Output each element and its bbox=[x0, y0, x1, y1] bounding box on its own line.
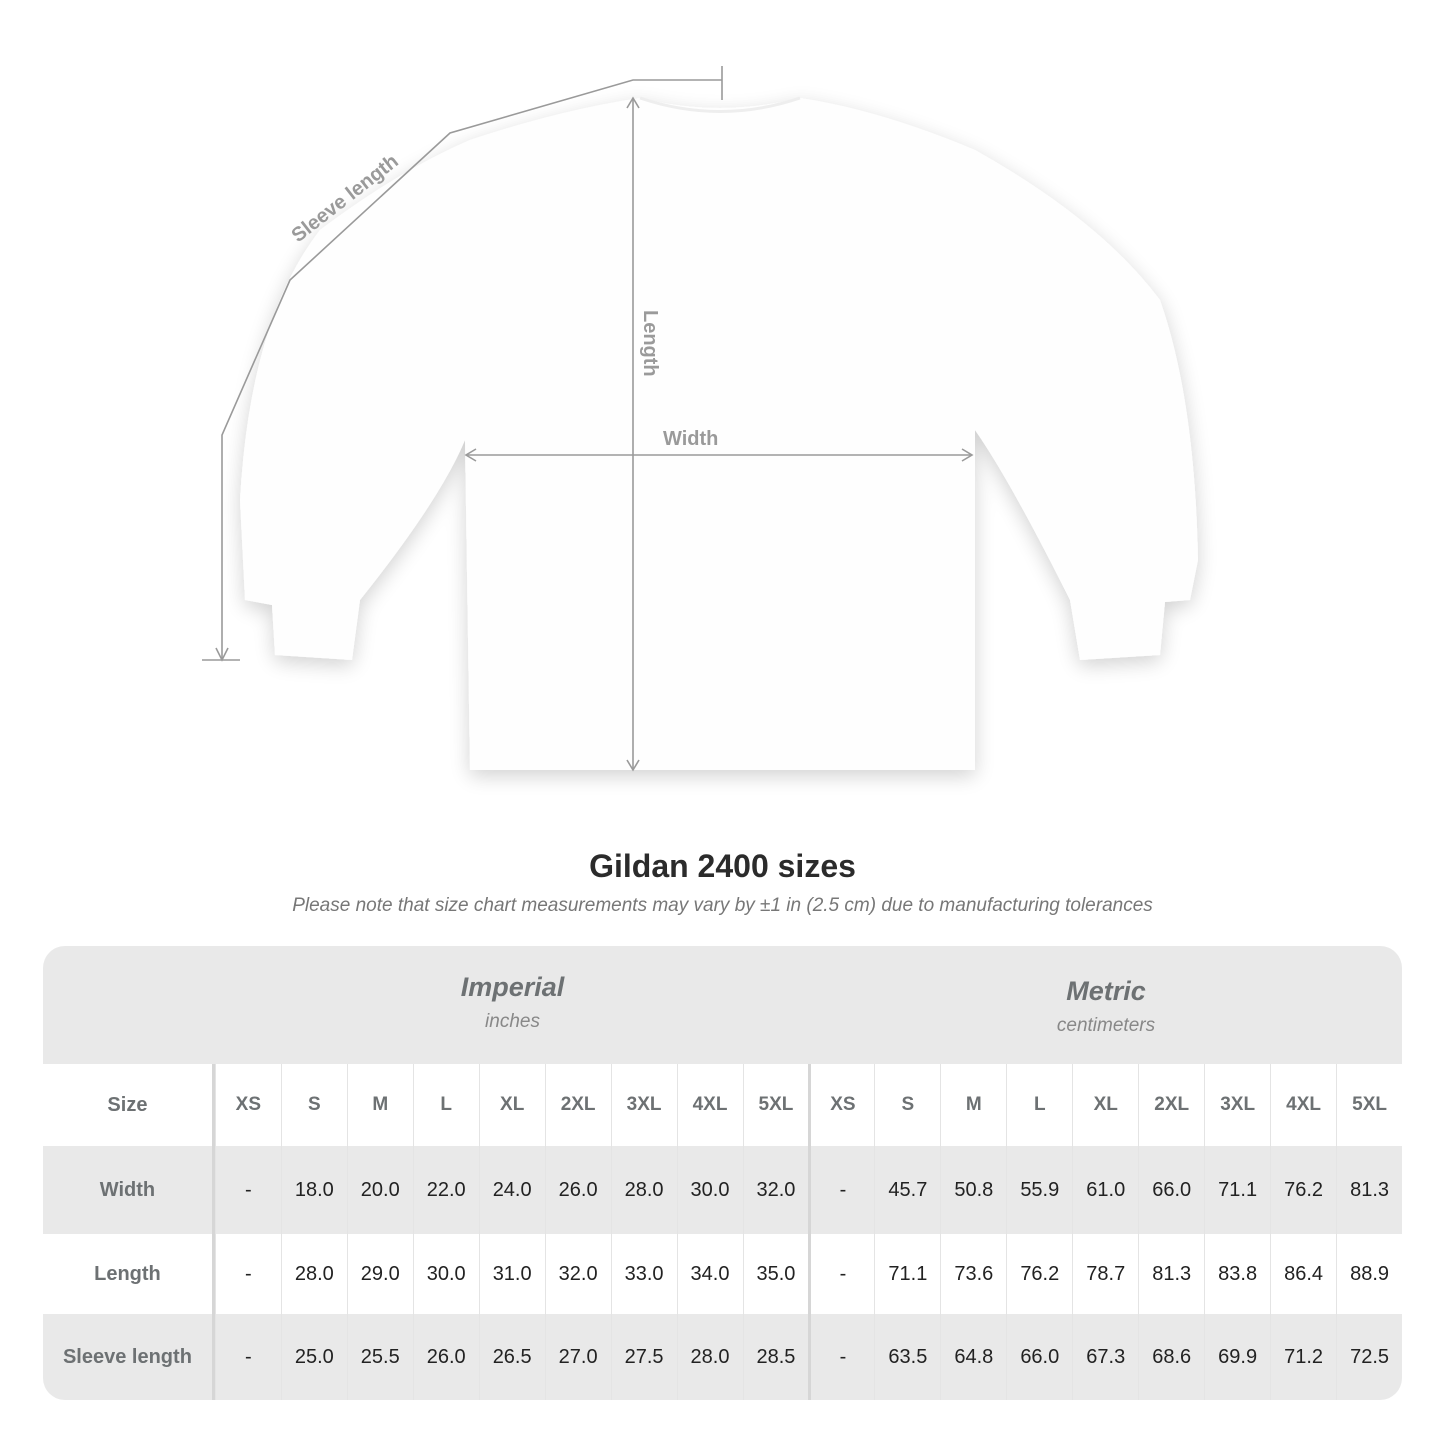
shirt-illustration bbox=[240, 98, 1198, 770]
metric-value-cell: 76.2 bbox=[1270, 1146, 1336, 1234]
imperial-value-cell: 25.0 bbox=[280, 1314, 347, 1400]
metric-value-cell: 67.3 bbox=[1072, 1314, 1138, 1400]
metric-value-cell: 63.5 bbox=[874, 1314, 940, 1400]
metric-value-cell: 45.7 bbox=[874, 1146, 940, 1234]
imperial-value-cell: 28.0 bbox=[280, 1234, 347, 1314]
imperial-value-cell: 32.0 bbox=[742, 1146, 809, 1234]
size-header-metric: M bbox=[940, 1064, 1006, 1146]
size-header-imperial: XS bbox=[214, 1064, 281, 1146]
metric-value-cell: 78.7 bbox=[1072, 1234, 1138, 1314]
size-header-metric: XL bbox=[1072, 1064, 1138, 1146]
metric-value-cell: 64.8 bbox=[940, 1314, 1006, 1400]
imperial-value-cell: 29.0 bbox=[346, 1234, 413, 1314]
imperial-header: Imperial inches bbox=[215, 946, 810, 1064]
imperial-value-cell: 31.0 bbox=[478, 1234, 545, 1314]
imperial-value-cell: - bbox=[214, 1146, 281, 1234]
metric-value-cell: 61.0 bbox=[1072, 1146, 1138, 1234]
imperial-value-cell: 34.0 bbox=[676, 1234, 743, 1314]
metric-value-cell: 72.5 bbox=[1336, 1314, 1402, 1400]
size-header-imperial: S bbox=[280, 1064, 347, 1146]
metric-value-cell: 88.9 bbox=[1336, 1234, 1402, 1314]
metric-value-cell: - bbox=[808, 1146, 874, 1234]
tolerance-note: Please note that size chart measurements… bbox=[292, 895, 1153, 916]
metric-value-cell: 71.1 bbox=[874, 1234, 940, 1314]
table-row: Width -18.0 20.0 22.0 24.0 26.0 28.0 30.0 32.0-4… bbox=[43, 1146, 1402, 1234]
size-header-imperial: M bbox=[346, 1064, 413, 1146]
size-header-imperial: 5XL bbox=[742, 1064, 809, 1146]
imperial-title: Imperial bbox=[460, 972, 565, 1002]
imperial-value-cell: 28.5 bbox=[742, 1314, 809, 1400]
imperial-value-cell: 26.0 bbox=[412, 1314, 479, 1400]
imperial-unit: inches bbox=[485, 1011, 540, 1032]
metric-unit: centimeters bbox=[1056, 1015, 1156, 1036]
metric-value-cell: - bbox=[808, 1314, 874, 1400]
metric-header: Metric centimeters bbox=[810, 946, 1402, 1064]
width-label: Width bbox=[663, 428, 718, 450]
metric-value-cell: 83.8 bbox=[1204, 1234, 1270, 1314]
metric-value-cell: 66.0 bbox=[1006, 1314, 1072, 1400]
imperial-value-cell: 28.0 bbox=[676, 1314, 743, 1400]
size-header-imperial: L bbox=[412, 1064, 479, 1146]
table-row: Sleeve length -25.0 25.5 26.0 26.5 27.0 27.5 28… bbox=[43, 1314, 1402, 1400]
size-header-metric: S bbox=[874, 1064, 940, 1146]
size-header-imperial: 2XL bbox=[544, 1064, 611, 1146]
row-label: Size bbox=[43, 1064, 215, 1146]
imperial-value-cell: 27.0 bbox=[544, 1314, 611, 1400]
metric-value-cell: 71.2 bbox=[1270, 1314, 1336, 1400]
imperial-value-cell: 35.0 bbox=[742, 1234, 809, 1314]
row-label: Sleeve length bbox=[43, 1314, 215, 1400]
sleeve-length-line bbox=[221, 79, 722, 660]
size-header-metric: XS bbox=[808, 1064, 874, 1146]
row-label: Width bbox=[43, 1146, 215, 1234]
imperial-value-cell: 32.0 bbox=[544, 1234, 611, 1314]
imperial-value-cell: 25.5 bbox=[346, 1314, 413, 1400]
size-header-metric: L bbox=[1006, 1064, 1072, 1146]
metric-value-cell: 66.0 bbox=[1138, 1146, 1204, 1234]
size-header-imperial: XL bbox=[478, 1064, 545, 1146]
size-header-row: Size XS S M L XL 2XL 3XL 4XL 5XL XS S M L XL 2XL 3XL 4XL 5… bbox=[43, 1064, 1402, 1146]
metric-value-cell: 86.4 bbox=[1270, 1234, 1336, 1314]
size-table: Imperial inches Metric centimeters Size X… bbox=[43, 946, 1402, 1400]
metric-value-cell: 68.6 bbox=[1138, 1314, 1204, 1400]
table-header-band bbox=[43, 946, 1402, 1064]
imperial-value-cell: 27.5 bbox=[610, 1314, 677, 1400]
length-label: Length bbox=[639, 310, 661, 377]
metric-value-cell: 81.3 bbox=[1336, 1146, 1402, 1234]
shirt-diagram: Sleeve length Length Width bbox=[202, 66, 1198, 772]
size-header-metric: 5XL bbox=[1336, 1064, 1402, 1146]
metric-value-cell: 50.8 bbox=[940, 1146, 1006, 1234]
page-title: Gildan 2400 sizes bbox=[589, 848, 856, 884]
imperial-value-cell: 30.0 bbox=[676, 1146, 743, 1234]
size-header-imperial: 3XL bbox=[610, 1064, 677, 1146]
metric-value-cell: - bbox=[808, 1234, 874, 1314]
size-header-metric: 2XL bbox=[1138, 1064, 1204, 1146]
imperial-value-cell: 20.0 bbox=[346, 1146, 413, 1234]
metric-value-cell: 69.9 bbox=[1204, 1314, 1270, 1400]
imperial-value-cell: 30.0 bbox=[412, 1234, 479, 1314]
imperial-value-cell: - bbox=[214, 1234, 281, 1314]
size-header-imperial: 4XL bbox=[676, 1064, 743, 1146]
imperial-value-cell: 33.0 bbox=[610, 1234, 677, 1314]
table-row: Length -28.0 29.0 30.0 31.0 32.0 33.0 34.0 35.0-… bbox=[43, 1234, 1402, 1314]
size-header-metric: 3XL bbox=[1204, 1064, 1270, 1146]
size-header-metric: 4XL bbox=[1270, 1064, 1336, 1146]
metric-value-cell: 73.6 bbox=[940, 1234, 1006, 1314]
metric-title: Metric bbox=[1066, 976, 1146, 1006]
metric-value-cell: 76.2 bbox=[1006, 1234, 1072, 1314]
metric-value-cell: 71.1 bbox=[1204, 1146, 1270, 1234]
imperial-value-cell: 28.0 bbox=[610, 1146, 677, 1234]
metric-value-cell: 81.3 bbox=[1138, 1234, 1204, 1314]
imperial-value-cell: - bbox=[214, 1314, 281, 1400]
imperial-value-cell: 22.0 bbox=[412, 1146, 479, 1234]
metric-value-cell: 55.9 bbox=[1006, 1146, 1072, 1234]
imperial-value-cell: 18.0 bbox=[280, 1146, 347, 1234]
imperial-value-cell: 26.5 bbox=[478, 1314, 545, 1400]
imperial-value-cell: 24.0 bbox=[478, 1146, 545, 1234]
row-label: Length bbox=[43, 1234, 215, 1314]
imperial-value-cell: 26.0 bbox=[544, 1146, 611, 1234]
